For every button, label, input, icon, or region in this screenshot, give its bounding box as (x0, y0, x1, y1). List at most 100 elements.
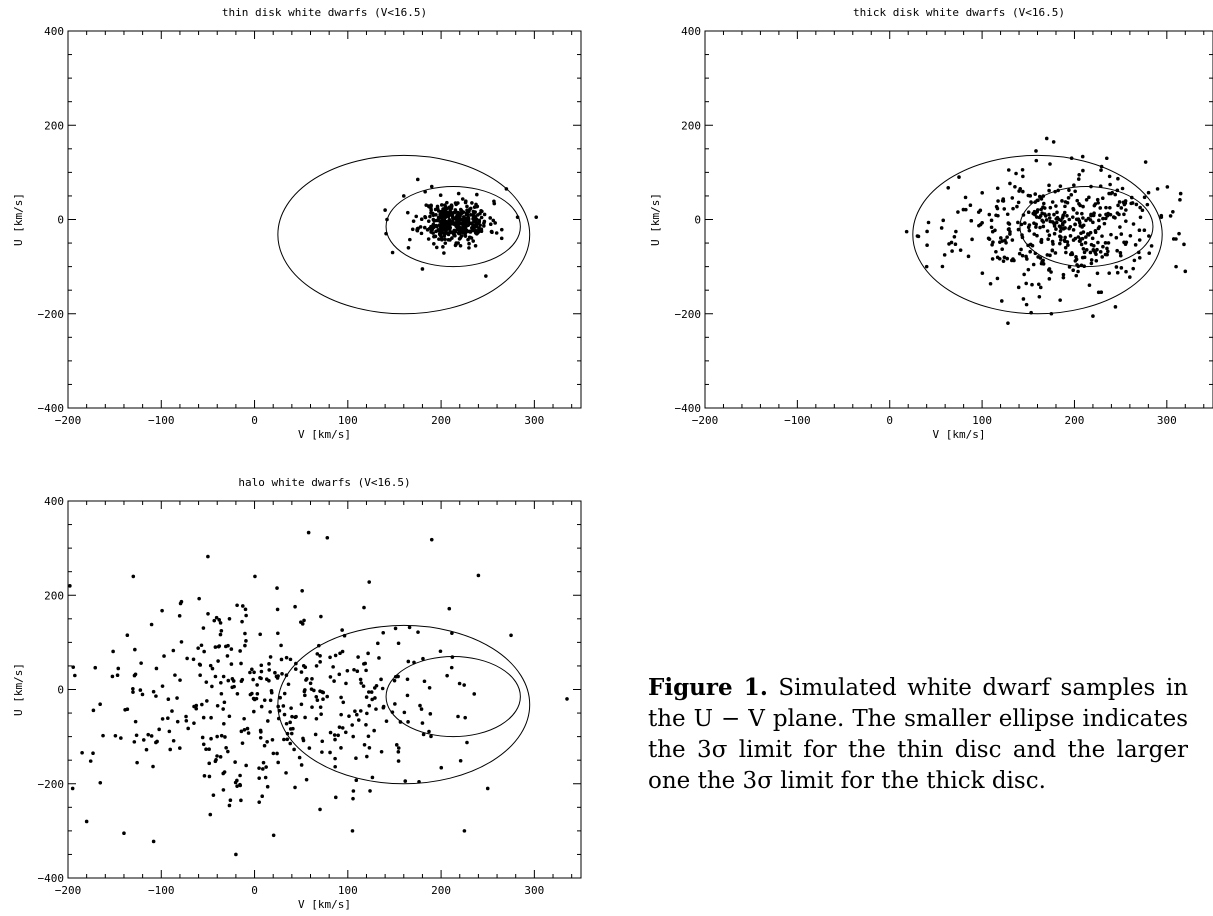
data-point (257, 776, 261, 780)
data-point (995, 255, 1000, 260)
data-point (1034, 215, 1039, 219)
data-point (482, 219, 487, 224)
data-point (151, 689, 156, 694)
data-point (450, 214, 455, 219)
data-point (1061, 272, 1066, 277)
data-point (289, 706, 293, 710)
y-axis-label: U [km/s] (12, 663, 25, 716)
data-point (949, 240, 954, 245)
data-point (384, 719, 389, 723)
data-point (1006, 227, 1011, 232)
data-point (227, 617, 232, 621)
data-point (1121, 200, 1126, 205)
data-point (1047, 277, 1052, 281)
data-point (238, 773, 242, 778)
data-point (445, 231, 450, 235)
data-point (1039, 240, 1044, 245)
data-point (1033, 200, 1037, 204)
data-point (244, 763, 248, 768)
data-point (1008, 232, 1012, 236)
data-point (98, 702, 102, 707)
x-tick-label: 100 (338, 884, 358, 897)
data-point (1080, 236, 1085, 241)
data-point (227, 803, 232, 808)
data-point (366, 651, 370, 656)
data-point (245, 726, 250, 731)
data-point (916, 234, 921, 239)
data-point (456, 201, 460, 205)
data-point (261, 767, 265, 771)
data-point (401, 194, 406, 198)
data-point (1108, 212, 1113, 217)
data-point (293, 604, 297, 609)
data-point (206, 612, 210, 616)
data-point (134, 733, 139, 738)
data-point (439, 216, 444, 220)
data-point (428, 712, 433, 716)
data-point (279, 643, 283, 648)
data-point (1013, 184, 1017, 189)
data-point (1005, 256, 1010, 261)
data-point (374, 683, 379, 688)
data-point (414, 214, 419, 219)
data-point (328, 750, 332, 755)
data-point (282, 691, 287, 696)
data-point (1047, 183, 1051, 188)
data-point (276, 631, 280, 636)
data-point (1104, 205, 1108, 210)
data-point (1052, 231, 1057, 236)
data-point (135, 760, 139, 765)
sigma-ellipse (277, 154, 531, 315)
data-point (1046, 237, 1050, 242)
data-point (1052, 212, 1056, 217)
data-point (447, 606, 452, 611)
data-point (1078, 203, 1082, 208)
data-point (300, 622, 305, 626)
data-point (1000, 247, 1004, 252)
data-point (70, 786, 75, 791)
data-point (1082, 264, 1087, 269)
data-point (270, 738, 275, 742)
data-point (1089, 213, 1093, 218)
data-point (175, 719, 180, 724)
data-point (154, 666, 159, 671)
data-point (466, 210, 470, 214)
data-point (1091, 220, 1095, 225)
data-point (445, 210, 450, 215)
data-point (1039, 207, 1043, 212)
data-point (390, 250, 395, 255)
data-point (1171, 237, 1176, 241)
data-point (221, 707, 225, 711)
data-point (1124, 208, 1128, 212)
data-point (268, 710, 272, 714)
x-tick-label: −200 (55, 414, 82, 427)
data-point (1089, 261, 1094, 266)
data-point (1074, 217, 1079, 222)
data-point (122, 831, 126, 836)
data-point (339, 695, 343, 700)
data-point (301, 736, 305, 741)
data-point (1131, 266, 1136, 271)
data-point (365, 754, 369, 759)
data-point (1016, 220, 1020, 225)
data-point (369, 690, 374, 694)
data-point (1084, 248, 1089, 252)
data-point (333, 653, 338, 658)
data-point (1095, 197, 1100, 202)
data-point (1178, 191, 1183, 196)
data-point (351, 789, 356, 793)
sigma-ellipse (1019, 186, 1154, 268)
data-point (1048, 253, 1052, 258)
data-point (1113, 192, 1118, 197)
data-point (233, 760, 237, 764)
data-point (88, 759, 93, 763)
data-point (999, 236, 1003, 240)
x-tick-label: 300 (524, 414, 544, 427)
data-point (458, 221, 463, 225)
data-point (1065, 240, 1070, 244)
data-point (1054, 204, 1058, 208)
data-point (449, 210, 453, 214)
data-point (284, 721, 289, 726)
y-axis-label: U [km/s] (649, 193, 662, 246)
data-point (332, 679, 336, 683)
